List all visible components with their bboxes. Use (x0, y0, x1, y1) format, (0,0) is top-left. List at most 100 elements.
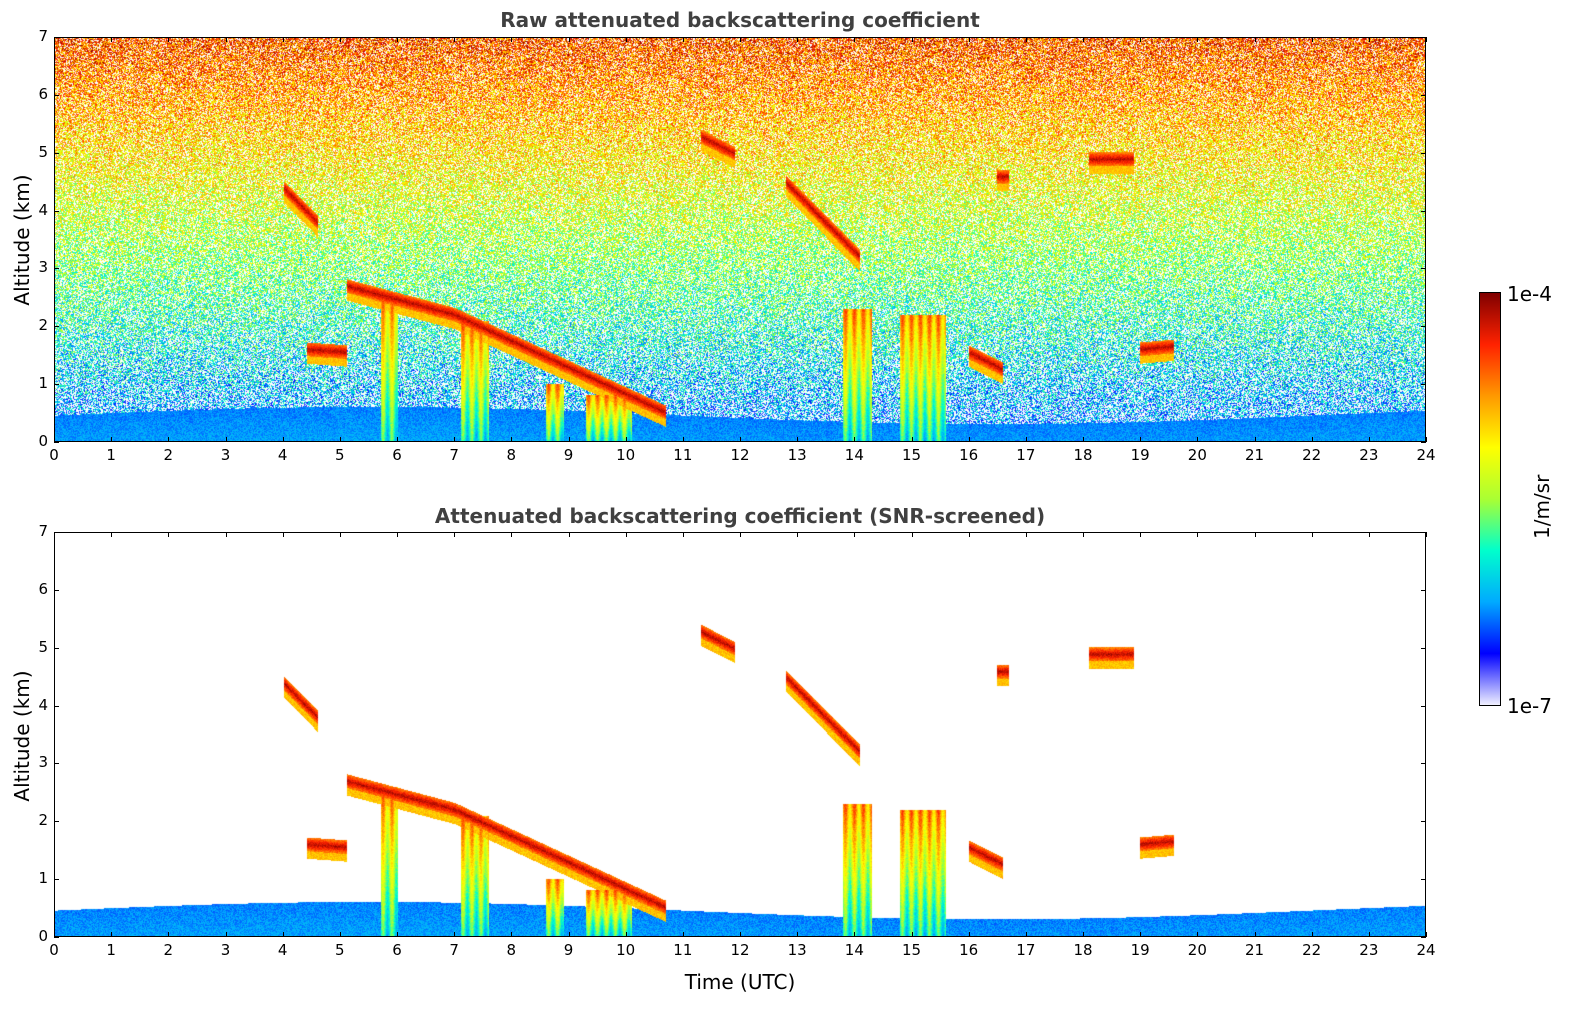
y-tick-mark (1421, 268, 1426, 270)
bottom-y-axis-label: Altitude (km) (10, 670, 34, 802)
x-tick-mark (1025, 437, 1027, 442)
x-tick-label: 8 (506, 446, 517, 464)
x-tick-mark (54, 437, 55, 442)
top-heatmap-plot (54, 37, 1426, 442)
y-tick-mark (54, 152, 59, 154)
y-tick-label: 0 (38, 927, 48, 945)
x-tick-label: 15 (901, 941, 922, 959)
x-tick-mark (1083, 932, 1084, 937)
y-tick-mark (1421, 821, 1426, 823)
x-tick-mark (111, 37, 113, 42)
x-tick-mark (568, 37, 570, 42)
x-tick-label: 16 (959, 941, 979, 959)
y-tick-label: 5 (38, 142, 48, 161)
y-tick-mark (1421, 705, 1426, 707)
y-tick-mark (54, 268, 59, 270)
y-tick-mark (1421, 326, 1426, 328)
x-tick-mark (568, 932, 570, 937)
x-tick-mark (625, 37, 627, 42)
y-tick-label: 1 (38, 869, 48, 888)
bottom-chart-title: Attenuated backscattering coefficient (S… (434, 504, 1046, 528)
x-tick-label: 5 (335, 941, 345, 959)
x-tick-mark (111, 932, 113, 937)
x-tick-label: 15 (901, 446, 922, 464)
y-tick-mark (54, 94, 59, 96)
x-tick-label: 8 (506, 941, 517, 959)
x-tick-label: 21 (1244, 446, 1265, 464)
x-tick-label: 13 (787, 446, 807, 464)
x-tick-mark (1311, 437, 1313, 442)
top-y-axis-label: Altitude (km) (10, 174, 34, 306)
y-tick-mark (1421, 442, 1426, 443)
y-tick-mark (1421, 763, 1426, 765)
x-tick-label: 7 (449, 941, 459, 959)
x-tick-mark (1254, 532, 1256, 537)
x-tick-mark (111, 532, 113, 537)
x-tick-mark (339, 932, 341, 937)
y-tick-label: 3 (38, 258, 48, 277)
x-tick-label: 0 (49, 941, 59, 959)
y-tick-mark (54, 210, 59, 212)
x-tick-label: 22 (1302, 941, 1322, 959)
x-tick-label: 12 (730, 446, 750, 464)
x-tick-label: 1 (106, 446, 116, 464)
x-tick-mark (282, 932, 284, 937)
x-tick-mark (168, 37, 170, 42)
x-tick-mark (511, 932, 513, 937)
x-tick-label: 11 (673, 941, 693, 959)
x-tick-mark (854, 932, 856, 937)
x-tick-label: 14 (844, 941, 864, 959)
x-tick-mark (54, 37, 55, 42)
y-tick-mark (1421, 937, 1426, 938)
x-tick-label: 6 (392, 446, 402, 464)
y-tick-label: 4 (38, 200, 48, 219)
x-tick-mark (454, 437, 456, 442)
x-tick-label: 20 (1187, 446, 1207, 464)
colorbar-min-label: 1e-7 (1507, 694, 1552, 718)
colorbar (1479, 292, 1501, 706)
x-tick-label: 13 (787, 941, 807, 959)
y-tick-mark (54, 705, 59, 707)
x-tick-mark (397, 932, 398, 937)
y-tick-mark (1421, 879, 1426, 881)
x-tick-mark (797, 37, 799, 42)
x-tick-mark (968, 532, 970, 537)
x-tick-mark (740, 932, 741, 937)
x-tick-label: 11 (673, 446, 693, 464)
x-tick-mark (339, 532, 341, 537)
x-tick-mark (911, 37, 913, 42)
y-tick-mark (1421, 152, 1426, 154)
x-tick-mark (1311, 37, 1313, 42)
x-tick-label: 6 (392, 941, 402, 959)
y-tick-mark (1421, 589, 1426, 591)
top-heatmap-canvas (55, 38, 1425, 441)
x-tick-mark (1197, 37, 1199, 42)
x-tick-mark (225, 532, 227, 537)
x-tick-mark (511, 37, 513, 42)
y-tick-mark (1421, 647, 1426, 649)
x-tick-mark (682, 37, 684, 42)
x-tick-mark (54, 932, 55, 937)
x-tick-label: 9 (563, 446, 574, 464)
x-tick-mark (1426, 437, 1427, 442)
y-tick-mark (54, 532, 59, 533)
x-tick-label: 4 (277, 941, 288, 959)
x-tick-label: 9 (563, 941, 574, 959)
x-tick-label: 17 (1016, 941, 1036, 959)
y-tick-label: 4 (38, 695, 48, 714)
colorbar-max-label: 1e-4 (1507, 282, 1552, 306)
x-tick-mark (1140, 532, 1142, 537)
x-tick-mark (797, 932, 799, 937)
x-tick-mark (1311, 932, 1313, 937)
x-tick-label: 5 (335, 446, 345, 464)
x-tick-mark (797, 532, 799, 537)
y-tick-label: 6 (38, 84, 48, 103)
x-tick-label: 19 (1130, 941, 1150, 959)
x-tick-mark (1025, 37, 1027, 42)
x-tick-mark (168, 437, 170, 442)
x-tick-label: 12 (730, 941, 750, 959)
x-tick-mark (511, 532, 513, 537)
y-tick-mark (54, 937, 59, 938)
x-tick-mark (1368, 37, 1370, 42)
x-tick-mark (54, 532, 55, 537)
